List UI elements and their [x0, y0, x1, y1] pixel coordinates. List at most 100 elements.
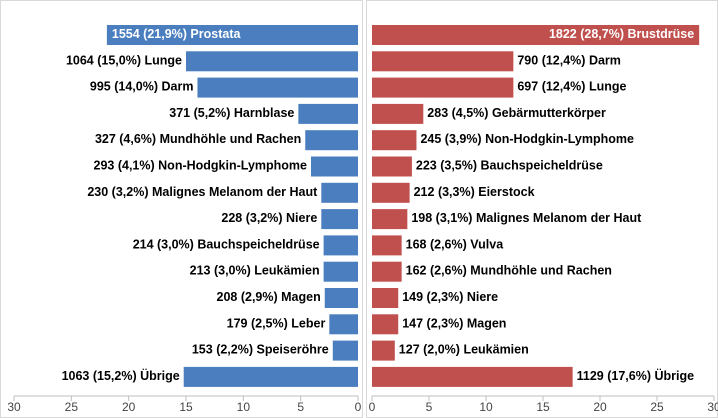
bar-label: 327 (4,6%) Mundhöhle und Rachen: [95, 132, 301, 146]
bar-category-label: Magen: [467, 317, 507, 331]
bar-value-label: 371 (5,2%): [169, 106, 230, 120]
bar: [197, 77, 358, 98]
bar-label: 230 (3,2%) Malignes Melanom der Haut: [87, 185, 318, 199]
bar-label: 213 (3,0%) Leukämien: [190, 264, 320, 278]
bar-label: 149 (2,3%) Niere: [402, 290, 498, 304]
bar: [305, 130, 358, 151]
bar-category-label: Darm: [161, 80, 193, 94]
bar-category-label: Bauchspeicheldrüse: [197, 238, 319, 252]
bar-category-label: Mundhöhle und Rachen: [160, 132, 302, 146]
bar: [372, 103, 424, 124]
bar-value-label: 1064 (15,0%): [66, 54, 141, 68]
bar: [372, 51, 514, 72]
bar: [372, 261, 402, 282]
bar-category-label: Vulva: [470, 238, 504, 252]
bar-label: 1064 (15,0%) Lunge: [66, 54, 182, 68]
x-tick-label: 15: [536, 400, 550, 414]
bar-category-label: Malignes Melanom der Haut: [152, 185, 318, 199]
bar-label: 214 (3,0%) Bauchspeicheldrüse: [133, 238, 320, 252]
bar: [183, 366, 358, 387]
bar-value-label: 327 (4,6%): [95, 132, 156, 146]
bar-label: 127 (2,0%) Leukämien: [399, 343, 529, 357]
x-tick-label: 20: [122, 400, 136, 414]
bar-value-label: 223 (3,5%): [416, 159, 477, 173]
bar-label: 147 (2,3%) Magen: [402, 317, 506, 331]
bar-label: 153 (2,2%) Speiseröhre: [192, 343, 329, 357]
bar-label: 208 (2,9%) Magen: [217, 290, 321, 304]
bar: [372, 235, 402, 256]
bar-category-label: Niere: [286, 211, 317, 225]
bar: [323, 261, 358, 282]
bar-value-label: 153 (2,2%): [192, 343, 253, 357]
bar-label: 228 (3,2%) Niere: [221, 211, 317, 225]
bar-value-label: 228 (3,2%): [221, 211, 282, 225]
x-tick-label: 30: [7, 400, 21, 414]
bar-label: 223 (3,5%) Bauchspeicheldrüse: [416, 159, 603, 173]
bar-label: 1063 (15,2%) Übrige: [62, 368, 180, 383]
bar: [372, 209, 408, 230]
bar-value-label: 149 (2,3%): [402, 290, 463, 304]
bar: [372, 314, 399, 335]
bar-category-label: Übrige: [140, 368, 180, 383]
bar-value-label: 147 (2,3%): [402, 317, 463, 331]
x-tick-label: 30: [707, 400, 718, 414]
bar-category-label: Brustdrüse: [627, 27, 694, 41]
bar: [372, 288, 399, 308]
bar: [323, 235, 358, 256]
bar-label: 1822 (28,7%) Brustdrüse: [549, 27, 694, 41]
bar-category-label: Darm: [589, 54, 621, 68]
bar-value-label: 127 (2,0%): [399, 343, 460, 357]
bar-category-label: Eierstock: [478, 185, 534, 199]
bar-value-label: 198 (3,1%): [411, 211, 472, 225]
bar: [372, 366, 573, 387]
bar: [372, 340, 395, 361]
bar-category-label: Speiseröhre: [257, 343, 329, 357]
bar-value-label: 208 (2,9%): [217, 290, 278, 304]
bar-category-label: Mundhöhle und Rachen: [470, 264, 612, 278]
x-tick-label: 5: [297, 400, 304, 414]
bar-value-label: 697 (12,4%): [517, 80, 585, 94]
bar-category-label: Non-Hodgkin-Lymphome: [485, 132, 634, 146]
x-tick-label: 25: [650, 400, 664, 414]
bar-label: 293 (4,1%) Non-Hodgkin-Lymphome: [94, 159, 308, 173]
bar-value-label: 179 (2,5%): [227, 317, 288, 331]
bar-value-label: 230 (3,2%): [87, 185, 148, 199]
bar-value-label: 1822 (28,7%): [549, 27, 624, 41]
bar: [321, 182, 358, 203]
bar-value-label: 293 (4,1%): [94, 159, 155, 173]
bar: [310, 156, 358, 177]
bar-value-label: 213 (3,0%): [190, 264, 251, 278]
x-tick-label: 10: [479, 400, 493, 414]
bar-label: 995 (14,0%) Darm: [90, 80, 194, 94]
bar-category-label: Lunge: [145, 54, 183, 68]
bar-label: 697 (12,4%) Lunge: [517, 80, 626, 94]
bar-value-label: 283 (4,5%): [427, 106, 488, 120]
bar: [372, 130, 417, 151]
bar-value-label: 1554 (21,9%): [112, 27, 187, 41]
bar-label: 162 (2,6%) Mundhöhle und Rachen: [406, 264, 612, 278]
bar-label: 1554 (21,9%) Prostata: [112, 27, 242, 41]
bar-value-label: 212 (3,3%): [414, 185, 475, 199]
bar-category-label: Prostata: [190, 27, 241, 41]
bar-value-label: 162 (2,6%): [406, 264, 467, 278]
bar-category-label: Harnblase: [234, 106, 294, 120]
bar-label: 283 (4,5%) Gebärmutterkörper: [427, 106, 606, 120]
bar: [372, 156, 412, 177]
bar-value-label: 1129 (17,6%): [577, 369, 651, 383]
x-tick-label: 0: [369, 400, 376, 414]
bar-value-label: 1063 (15,2%): [62, 369, 137, 383]
bar: [372, 25, 700, 45]
bar: [329, 314, 358, 335]
bar-value-label: 168 (2,6%): [406, 238, 467, 252]
bar-category-label: Non-Hodgkin-Lymphome: [158, 159, 307, 173]
x-tick-label: 5: [426, 400, 433, 414]
bar-category-label: Bauchspeicheldrüse: [481, 159, 603, 173]
bar-category-label: Malignes Melanom der Haut: [476, 211, 642, 225]
bar-label: 371 (5,2%) Harnblase: [169, 106, 294, 120]
bar-value-label: 790 (12,4%): [517, 54, 585, 68]
bar-value-label: 214 (3,0%): [133, 238, 194, 252]
bar-category-label: Leber: [291, 317, 325, 331]
bar-category-label: Übrige: [654, 368, 694, 383]
bar-label: 168 (2,6%) Vulva: [406, 238, 505, 252]
